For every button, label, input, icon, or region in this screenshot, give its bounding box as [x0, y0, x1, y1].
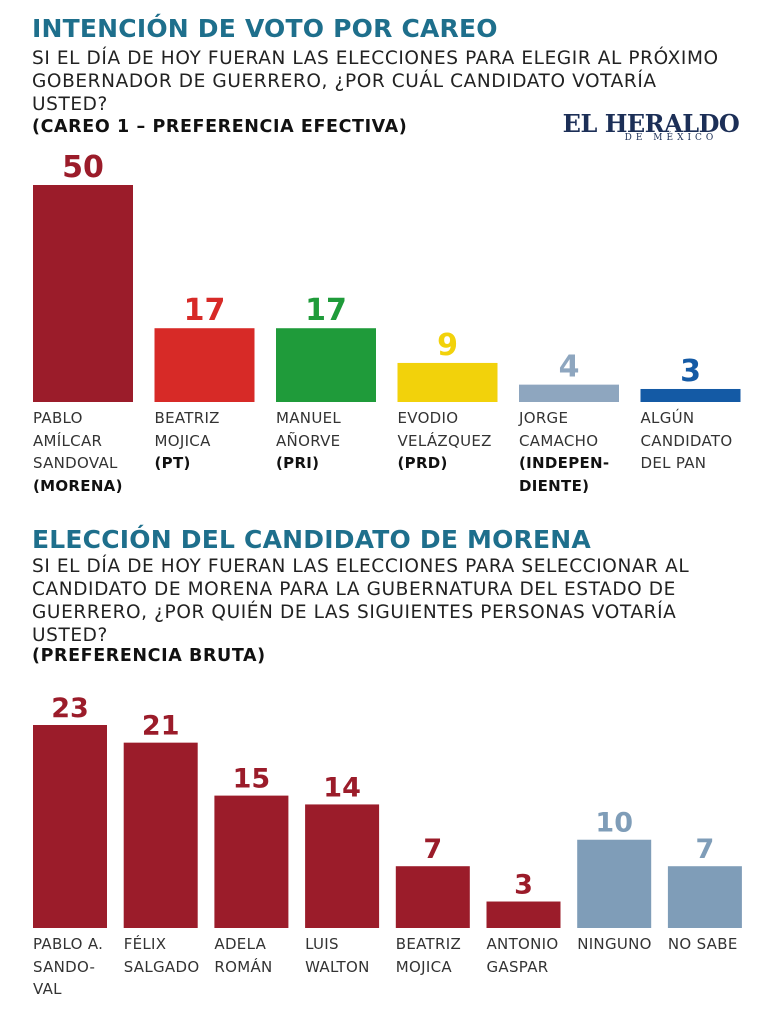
- chart1-category-label-1: BEATRIZ MOJICA (PT): [155, 407, 220, 475]
- chart1-bars: 50 17 17 9 4 3: [33, 150, 741, 402]
- chart1-value-label-2: 17: [305, 293, 347, 328]
- chart2-category-label-6: NINGUNO: [577, 933, 652, 956]
- category-label-line: MANUEL: [276, 409, 342, 427]
- category-label-line: VAL: [33, 980, 62, 998]
- chart2-value-label-7: 7: [696, 834, 715, 865]
- chart2-bar-1: [123, 742, 198, 928]
- category-label-line: DEL PAN: [640, 454, 707, 472]
- chart1-bar-2: [276, 328, 376, 402]
- chart2-bar-2: [214, 795, 289, 928]
- category-party-label: (MORENA): [33, 476, 123, 495]
- logo-main-text: EL HERALDO: [562, 109, 740, 138]
- chart2-value-label-3: 14: [323, 772, 361, 803]
- category-label-line: ADELA: [214, 935, 267, 953]
- chart1-bar-0: [33, 185, 133, 402]
- chart1-category-label-4: JORGE CAMACHO (INDEPEN- DIENTE): [519, 407, 609, 497]
- category-label-line: BEATRIZ: [154, 409, 220, 427]
- chart1-category-label-0: PABLO AMÍLCAR SANDOVAL (MORENA): [33, 407, 123, 497]
- chart2-category-label-1: FÉLIX SALGADO: [124, 933, 200, 978]
- category-label-line: WALTON: [305, 957, 370, 976]
- category-party-label: (PT): [154, 454, 191, 472]
- chart1-note: (CAREO 1 – PREFERENCIA EFECTIVA): [32, 117, 408, 137]
- category-label-line: PABLO: [33, 409, 83, 427]
- chart2-category-label-5: ANTONIO GASPAR: [487, 933, 559, 978]
- chart1-bar-4: [519, 384, 619, 402]
- category-label-line: SANDO-: [33, 957, 96, 976]
- category-label-line: SALGADO: [123, 957, 200, 976]
- chart2-category-label-2: ADELA ROMÁN: [214, 933, 272, 978]
- category-label-line: EVODIO: [397, 409, 459, 427]
- category-label-line: FÉLIX: [123, 935, 167, 953]
- chart2-bar-7: [667, 866, 742, 928]
- chart2-category-label-0: PABLO A. SANDO- VAL: [33, 933, 103, 1001]
- chart1-category-label-5: ALGÚN CANDIDATO DEL PAN: [641, 407, 733, 475]
- chart1-value-label-3: 9: [437, 328, 458, 363]
- category-label-line: LUIS: [305, 935, 339, 953]
- chart1-question: SI EL DÍA DE HOY FUERAN LAS ELECCIONES P…: [32, 48, 719, 115]
- chart2-value-label-2: 15: [233, 764, 271, 795]
- category-label-line: BEATRIZ: [395, 935, 462, 953]
- chart2-value-label-6: 10: [595, 808, 633, 839]
- chart2-value-label-5: 3: [514, 870, 533, 901]
- el-heraldo-logo: EL HERALDO DE MÉXICO: [558, 109, 744, 144]
- category-label-line: AÑORVE: [276, 431, 341, 450]
- chart2-category-label-3: LUIS WALTON: [305, 933, 370, 978]
- chart2-bar-0: [33, 725, 107, 928]
- chart1-value-label-5: 3: [680, 354, 701, 389]
- category-label-line: AMÍLCAR: [33, 431, 103, 450]
- category-label-line: PABLO A.: [33, 935, 104, 953]
- category-label-line: NO SABE: [667, 935, 738, 953]
- chart2-category-label-4: BEATRIZ MOJICA: [396, 933, 461, 978]
- chart1-category-label-2: MANUEL AÑORVE (PRI): [276, 407, 341, 475]
- chart1-value-label-0: 50: [62, 150, 104, 185]
- category-label-line: GASPAR: [486, 957, 549, 976]
- category-label-line: NINGUNO: [577, 935, 652, 953]
- category-party-label: (PRD): [397, 454, 448, 472]
- category-label-line: VELÁZQUEZ: [397, 431, 492, 450]
- chart1-value-label-1: 17: [184, 293, 226, 328]
- category-label-line: ANTONIO: [486, 935, 559, 953]
- chart1-bar-5: [640, 388, 741, 402]
- category-label-line: MOJICA: [395, 957, 452, 976]
- category-label-line: ROMÁN: [214, 957, 273, 976]
- category-label-line: CAMACHO: [519, 431, 599, 450]
- chart2-question: SI EL DÍA DE HOY FUERAN LAS ELECCIONES P…: [32, 556, 690, 646]
- chart2-category-label-7: NO SABE: [668, 933, 738, 956]
- category-label-line: SANDOVAL: [33, 454, 118, 472]
- chart2-note: (PREFERENCIA BRUTA): [32, 646, 266, 666]
- category-label-line: JORGE: [519, 409, 569, 427]
- chart1-value-label-4: 4: [559, 350, 580, 385]
- chart2-value-label-1: 21: [142, 711, 180, 742]
- logo-sub-text: DE MÉXICO: [624, 133, 718, 143]
- chart2-value-label-4: 7: [423, 834, 442, 865]
- category-party-label: DIENTE): [519, 476, 590, 495]
- category-label-line: CANDIDATO: [640, 431, 733, 450]
- chart2-bar-3: [305, 804, 380, 928]
- category-party-label: (PRI): [276, 454, 320, 472]
- chart2-value-label-0: 23: [51, 693, 89, 724]
- category-party-label: (INDEPEN-: [519, 454, 610, 472]
- category-label-line: MOJICA: [154, 431, 211, 450]
- chart2-title: ELECCIÓN DEL CANDIDATO DE MORENA: [32, 525, 591, 554]
- chart2-bar-6: [577, 839, 652, 928]
- chart1-bar-1: [154, 328, 255, 402]
- chart1-category-label-3: EVODIO VELÁZQUEZ (PRD): [398, 407, 492, 475]
- chart2-bar-5: [486, 901, 561, 928]
- chart2-bar-4: [395, 866, 470, 928]
- chart1-title: INTENCIÓN DE VOTO POR CAREO: [32, 14, 498, 43]
- chart1-bar-3: [397, 362, 498, 402]
- category-label-line: ALGÚN: [640, 409, 695, 427]
